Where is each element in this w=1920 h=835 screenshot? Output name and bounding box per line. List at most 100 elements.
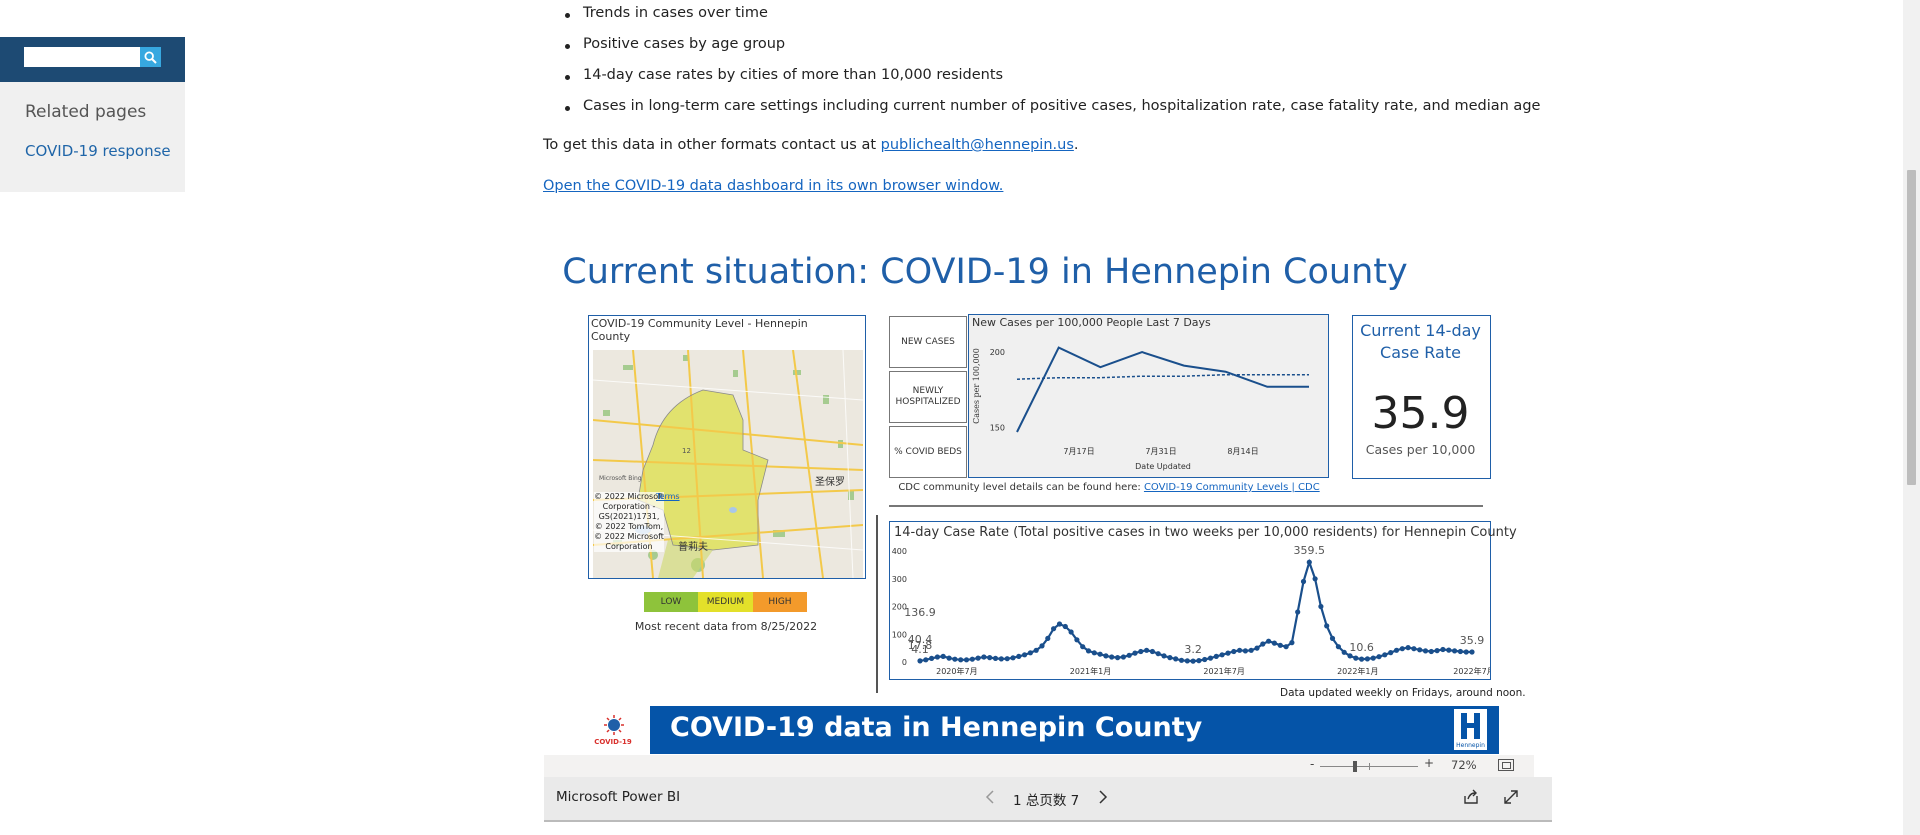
data-point[interactable] [963, 657, 970, 663]
data-point[interactable] [1417, 647, 1423, 653]
related-link-covid-response[interactable]: COVID-19 response [25, 142, 171, 160]
data-point[interactable] [1312, 576, 1318, 582]
data-point[interactable] [917, 658, 923, 664]
data-point[interactable] [987, 655, 993, 661]
data-point[interactable] [992, 655, 999, 661]
data-point[interactable] [1010, 655, 1016, 661]
data-point[interactable] [1231, 648, 1237, 655]
data-point[interactable] [1434, 648, 1440, 654]
data-point[interactable] [1295, 609, 1301, 615]
data-point[interactable] [1045, 635, 1051, 641]
previous-page-button[interactable] [984, 788, 998, 806]
scrollbar-thumb[interactable] [1907, 170, 1916, 485]
data-point[interactable] [1155, 651, 1161, 657]
zoom-in-button[interactable]: + [1424, 756, 1435, 770]
data-point[interactable] [1144, 647, 1150, 653]
data-point[interactable] [1440, 646, 1446, 653]
data-point[interactable] [1277, 642, 1283, 648]
community-level-map[interactable]: Microsoft Bing 12 圣保罗 普莉夫 [593, 350, 863, 578]
data-point[interactable] [1329, 635, 1336, 641]
data-point[interactable] [1318, 603, 1324, 610]
covid-beds-button[interactable]: % COVID BEDS [889, 426, 967, 478]
data-point[interactable] [1109, 654, 1115, 660]
cdc-link[interactable]: COVID-19 Community Levels | CDC [1143, 482, 1320, 493]
data-point[interactable] [1016, 653, 1022, 659]
data-point[interactable] [1271, 640, 1277, 646]
data-point[interactable] [1463, 649, 1469, 655]
data-point[interactable] [1190, 658, 1196, 664]
data-point[interactable] [1300, 578, 1307, 585]
data-point[interactable] [1219, 652, 1225, 658]
data-point[interactable] [1364, 656, 1370, 662]
data-point[interactable] [1004, 656, 1010, 662]
zoom-slider[interactable] [1320, 761, 1418, 772]
data-point[interactable] [1062, 623, 1068, 630]
data-point[interactable] [1056, 621, 1063, 627]
data-point[interactable] [1022, 652, 1028, 658]
data-point[interactable] [1213, 653, 1219, 659]
data-point[interactable] [1376, 654, 1382, 660]
data-point[interactable] [1120, 654, 1126, 660]
search-input[interactable] [24, 47, 142, 67]
data-point[interactable] [1161, 653, 1167, 659]
data-point[interactable] [1237, 647, 1243, 653]
data-point[interactable] [1242, 648, 1248, 654]
data-point[interactable] [1428, 648, 1434, 655]
data-point[interactable] [1225, 650, 1231, 656]
data-point[interactable] [1457, 648, 1463, 655]
data-point[interactable] [1167, 655, 1173, 661]
data-point[interactable] [1196, 658, 1202, 664]
data-point[interactable] [1103, 653, 1109, 659]
next-page-button[interactable] [1096, 788, 1110, 806]
data-point[interactable] [1184, 658, 1190, 664]
data-point[interactable] [1178, 657, 1185, 663]
data-point[interactable] [1126, 652, 1132, 658]
data-point[interactable] [1405, 645, 1411, 651]
data-point[interactable] [1446, 647, 1452, 653]
map-terms-link[interactable]: Terms [656, 492, 680, 501]
new-cases-button[interactable]: NEW CASES [889, 316, 967, 368]
fit-to-page-button[interactable] [1498, 759, 1514, 771]
data-point[interactable] [1202, 656, 1208, 663]
data-point[interactable] [952, 656, 958, 662]
data-point[interactable] [1452, 648, 1458, 654]
data-point[interactable] [981, 654, 987, 660]
data-point[interactable] [1353, 655, 1359, 661]
data-point[interactable] [1149, 648, 1155, 655]
data-point[interactable] [1068, 629, 1074, 635]
data-point[interactable] [1138, 648, 1144, 655]
data-point[interactable] [1074, 637, 1080, 643]
data-point[interactable] [1132, 650, 1138, 656]
data-point[interactable] [969, 656, 975, 662]
data-point[interactable] [1248, 647, 1254, 653]
data-point[interactable] [1173, 656, 1179, 662]
data-point[interactable] [1324, 623, 1330, 629]
data-point[interactable] [1422, 648, 1429, 654]
data-point[interactable] [1341, 649, 1347, 655]
data-point[interactable] [946, 655, 952, 661]
dashboard-link[interactable]: Open the COVID-19 data dashboard in its … [543, 178, 1004, 194]
data-point[interactable] [975, 655, 981, 661]
data-point[interactable] [1027, 650, 1033, 656]
data-point[interactable] [1283, 644, 1289, 650]
data-point[interactable] [1382, 652, 1388, 658]
fullscreen-button[interactable] [1502, 788, 1520, 806]
search-button[interactable] [140, 47, 161, 67]
data-point[interactable] [1411, 646, 1417, 652]
data-point[interactable] [934, 654, 940, 660]
zoom-slider-thumb[interactable] [1353, 761, 1358, 772]
data-point[interactable] [998, 656, 1004, 662]
data-point[interactable] [1080, 644, 1086, 650]
data-point[interactable] [929, 655, 935, 661]
data-point[interactable] [1254, 645, 1260, 651]
data-point[interactable] [1388, 650, 1394, 656]
data-point[interactable] [1085, 648, 1092, 654]
powerbi-brand-link[interactable]: Microsoft Power BI [556, 789, 681, 805]
data-point[interactable] [1370, 655, 1376, 661]
data-point[interactable] [1335, 644, 1341, 650]
data-point[interactable] [1097, 651, 1103, 657]
data-point[interactable] [1039, 643, 1045, 649]
share-button[interactable] [1462, 788, 1480, 806]
data-point[interactable] [1051, 626, 1057, 632]
data-point[interactable] [1115, 655, 1121, 661]
